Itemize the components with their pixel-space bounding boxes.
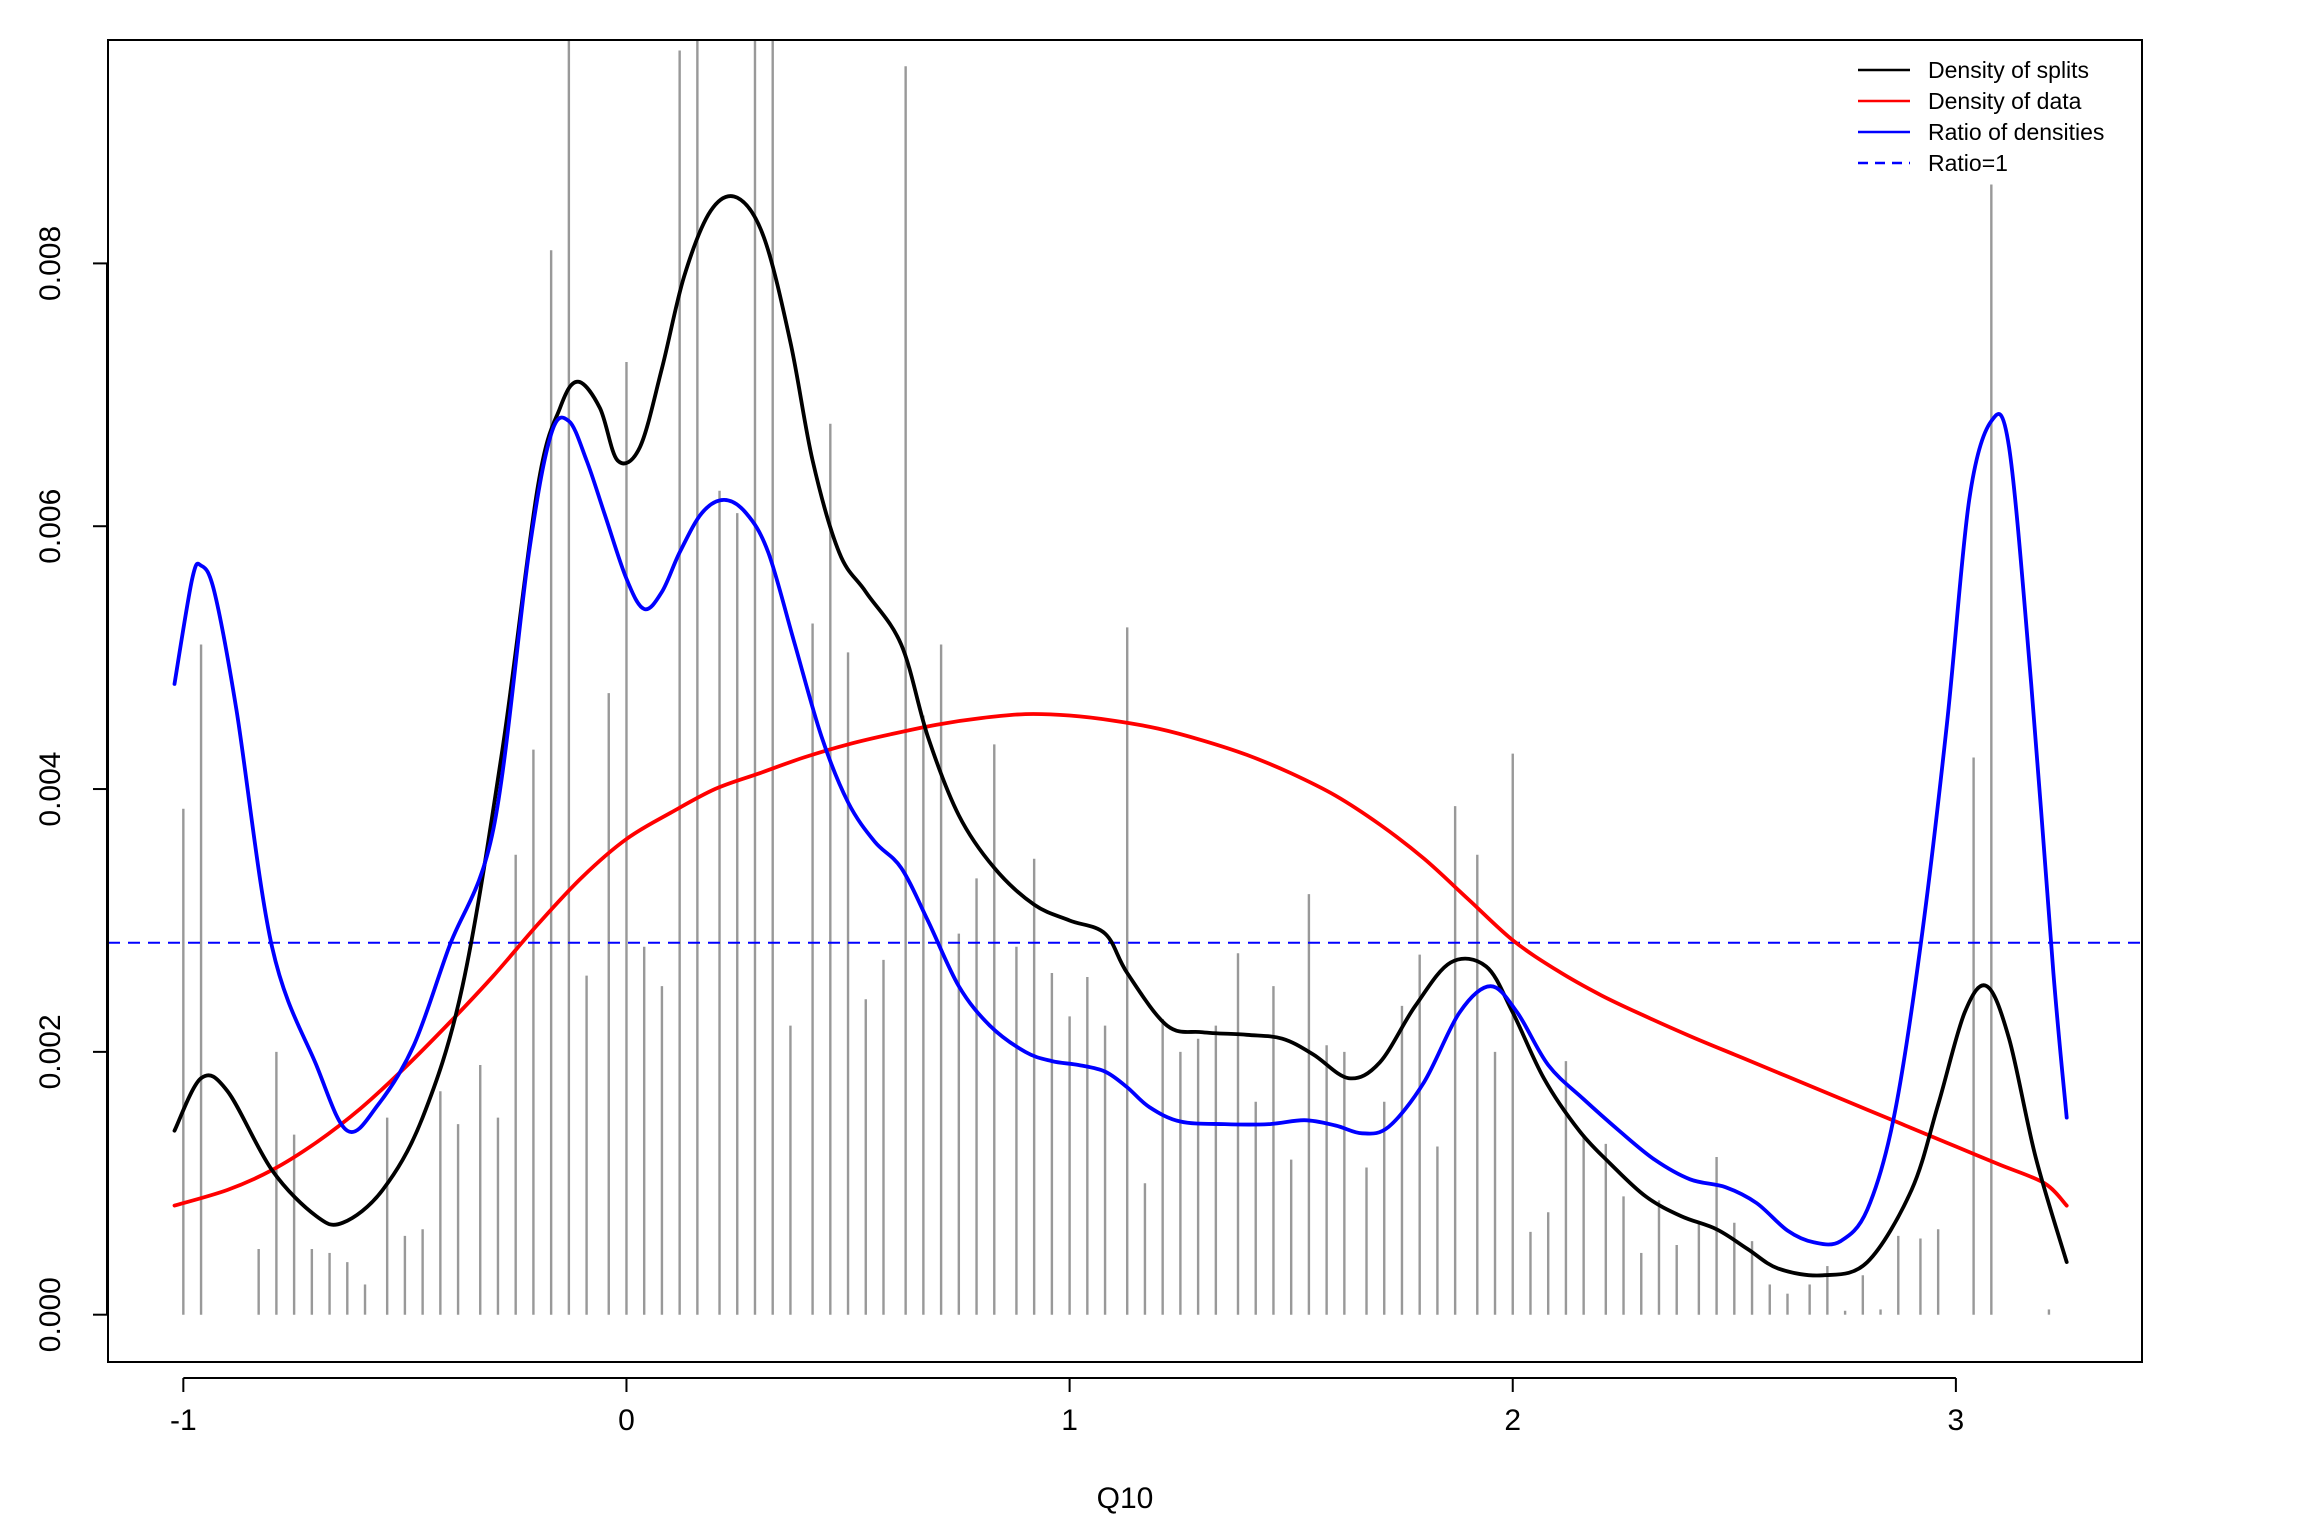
x-axis-label: Q10 (1097, 1482, 1154, 1515)
legend: Density of splits Density of data Ratio of… (1858, 57, 2104, 176)
y-tick-label: 0.008 (34, 226, 67, 301)
series-line-density-of-data (172, 712, 2069, 1208)
x-tick-label: 0 (618, 1404, 635, 1437)
y-tick-label: 0.002 (34, 1014, 67, 1089)
x-tick-label: 2 (1504, 1404, 1521, 1437)
legend-label: Density of data (1928, 88, 2082, 114)
series-line-density-of-splits (172, 194, 2069, 1278)
series-line-ratio-of-densities (172, 412, 2069, 1247)
series-layer (172, 194, 2069, 1278)
legend-label: Ratio of densities (1928, 119, 2104, 145)
y-axis: 0.000 0.002 0.004 0.006 0.008 (34, 226, 108, 1352)
x-tick-label: -1 (170, 1404, 197, 1437)
x-tick-label: 3 (1948, 1404, 1965, 1437)
y-tick-label: 0.004 (34, 752, 67, 827)
plot-frame (107, 39, 2143, 1363)
y-tick-label: 0.000 (34, 1277, 67, 1352)
y-tick-label: 0.006 (34, 489, 67, 564)
x-axis: -1 0 1 2 3 (170, 1377, 1965, 1437)
x-tick-label: 1 (1061, 1404, 1078, 1437)
legend-label: Density of splits (1928, 57, 2089, 83)
legend-label: Ratio=1 (1928, 150, 2008, 176)
bars-layer (182, 40, 2051, 1315)
